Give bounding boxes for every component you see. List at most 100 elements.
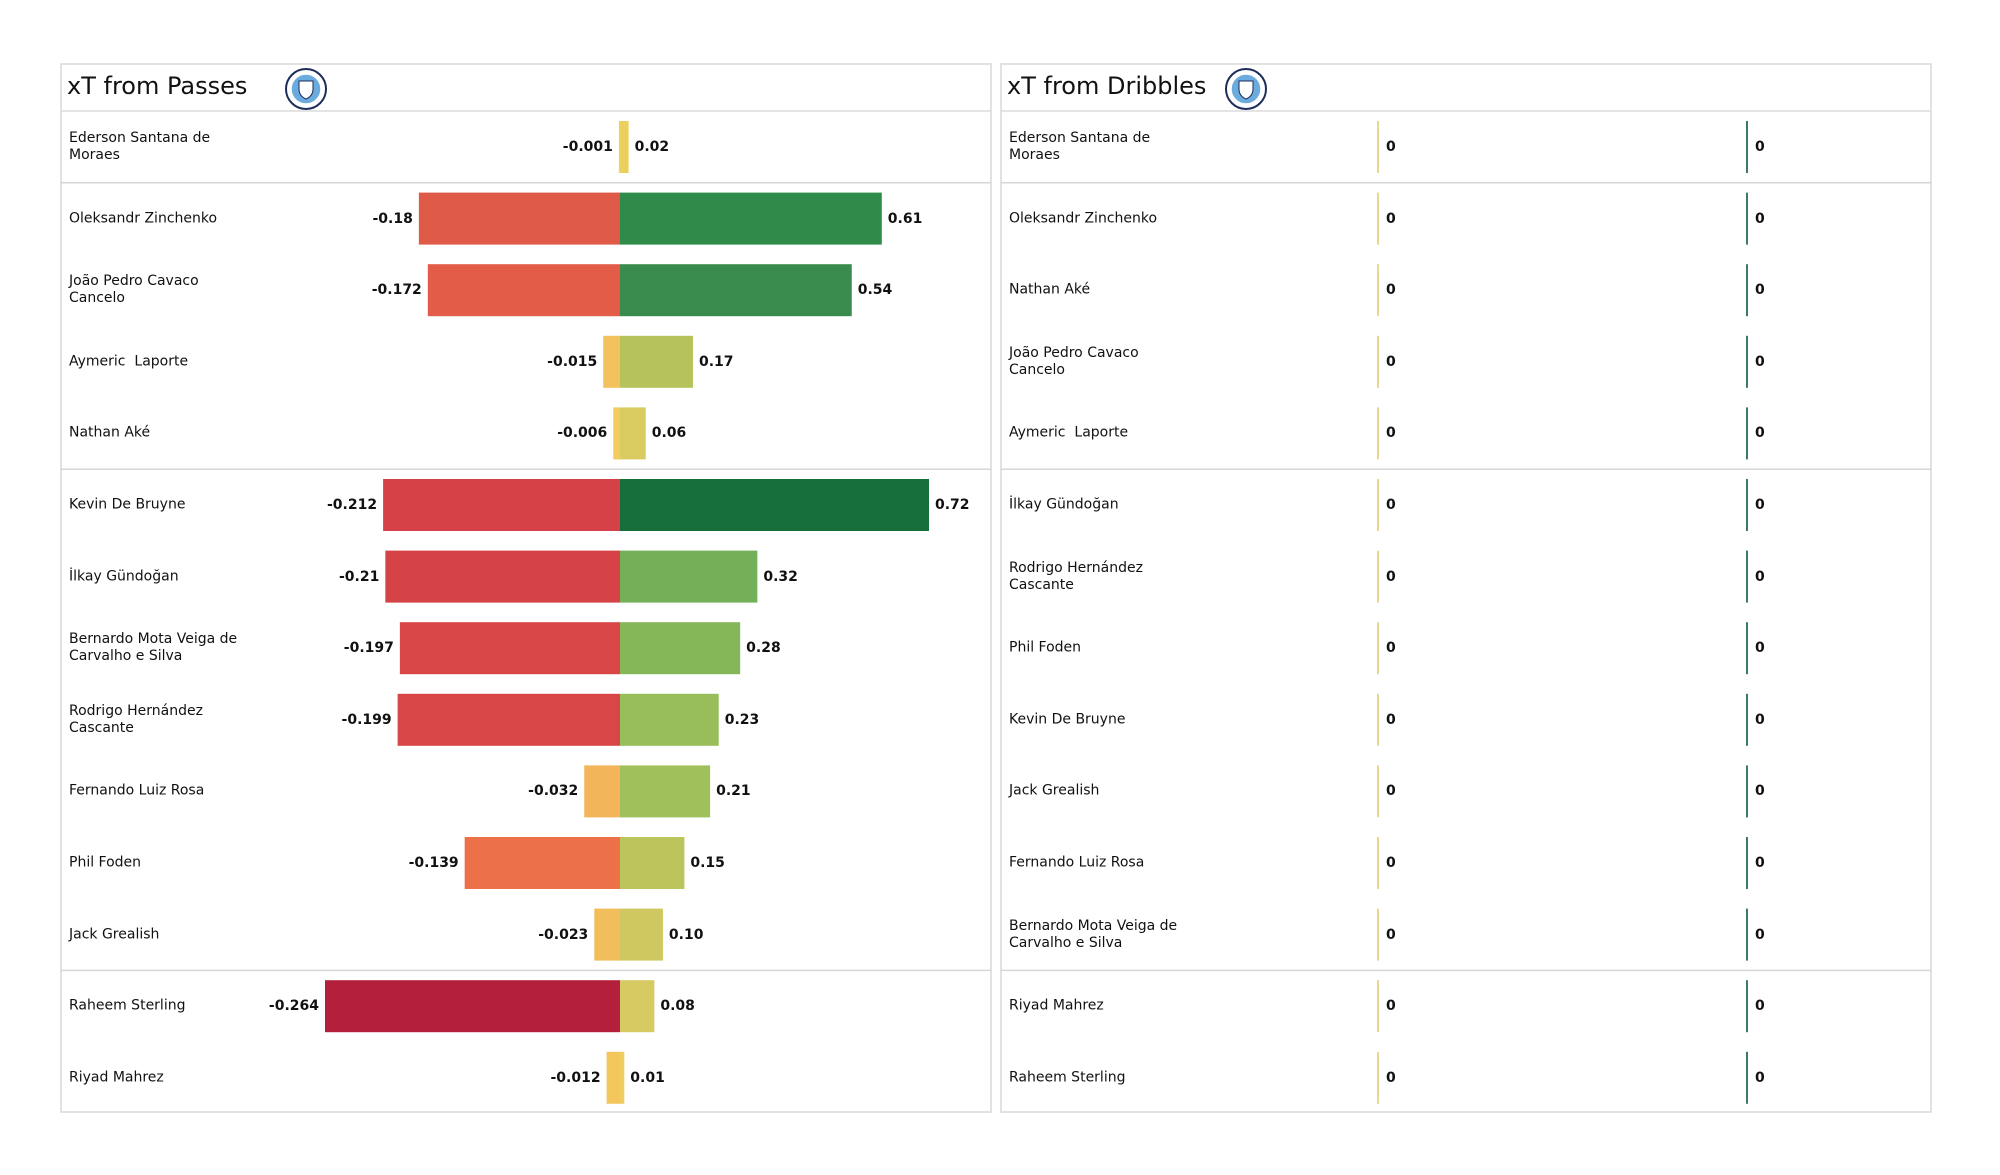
value-label: 0 — [1755, 640, 1765, 657]
value-label: 0.08 — [660, 998, 695, 1015]
player-name: Rodrigo Hernández Cascante — [69, 702, 208, 736]
value-label: 0 — [1386, 425, 1396, 442]
player-name: İlkay Gündoğan — [1009, 496, 1119, 513]
bar-positive — [620, 693, 719, 746]
player-name: Raheem Sterling — [69, 997, 186, 1014]
player-name: Ederson Santana de Moraes — [69, 130, 215, 163]
value-label: -0.012 — [550, 1069, 601, 1086]
value-label: 0 — [1386, 640, 1396, 657]
value-label: 0.32 — [763, 568, 798, 585]
value-label: 0 — [1755, 926, 1765, 943]
value-label: 0 — [1755, 783, 1765, 800]
player-name: Riyad Mahrez — [69, 1069, 164, 1086]
player-name: Aymeric Laporte — [69, 353, 189, 370]
player-name: Nathan Aké — [69, 424, 151, 441]
player-name: Nathan Aké — [1009, 281, 1091, 298]
value-label: 0 — [1755, 282, 1765, 299]
bar-negative — [594, 908, 620, 961]
player-name: İlkay Gündoğan — [69, 568, 179, 585]
value-label: 0 — [1386, 282, 1396, 299]
value-label: 0.01 — [630, 1069, 665, 1086]
value-label: 0 — [1755, 139, 1765, 155]
value-label: -0.032 — [528, 783, 579, 800]
player-name: Fernando Luiz Rosa — [69, 782, 205, 799]
player-name: João Pedro Cavaco Cancelo — [1009, 344, 1144, 378]
bar-positive — [620, 407, 646, 460]
bar-positive — [620, 192, 882, 245]
player-name: Rodrigo Hernández Cascante — [1009, 559, 1148, 593]
value-label: -0.21 — [338, 568, 380, 585]
bar-negative — [399, 622, 620, 675]
value-label: 0 — [1386, 1069, 1396, 1086]
value-label: 0.06 — [651, 425, 687, 442]
club-logo-shield — [298, 80, 314, 100]
bar-positive — [620, 479, 929, 531]
player-name: Phil Foden — [1009, 639, 1082, 656]
player-name: Jack Grealish — [1009, 782, 1100, 799]
value-label: 0.21 — [716, 783, 751, 800]
value-label: 0 — [1755, 1069, 1765, 1086]
bar-positive — [620, 980, 655, 1033]
value-label: 0 — [1386, 353, 1396, 370]
bar-negative — [618, 121, 620, 173]
bar-positive — [620, 837, 685, 889]
value-label: 0 — [1386, 926, 1396, 943]
panel-border — [60, 63, 992, 1113]
value-label: 0.72 — [935, 497, 970, 513]
value-label: 0 — [1755, 425, 1765, 442]
value-label: 0.61 — [887, 210, 923, 227]
panel-title: xT from Dribbles — [1007, 72, 1207, 100]
bar-negative — [418, 192, 620, 245]
value-label: -0.264 — [268, 998, 319, 1015]
value-label: 0 — [1386, 855, 1396, 871]
club-logo-shield — [1238, 80, 1254, 100]
value-label: -0.006 — [557, 425, 608, 442]
bar-positive — [620, 622, 741, 675]
value-label: -0.199 — [341, 711, 392, 728]
value-label: 0 — [1755, 711, 1765, 728]
value-label: 0 — [1386, 497, 1396, 513]
value-label: -0.139 — [408, 855, 459, 871]
value-label: 0.54 — [857, 282, 893, 299]
value-label: -0.212 — [327, 497, 378, 513]
value-label: 0.17 — [698, 353, 734, 370]
bar-positive — [620, 264, 852, 317]
value-label: 0.28 — [746, 640, 781, 657]
player-name: Bernardo Mota Veiga de Carvalho e Silva — [69, 631, 242, 665]
value-label: 0 — [1755, 210, 1765, 227]
value-label: 0.02 — [634, 139, 670, 155]
value-label: 0 — [1386, 139, 1396, 155]
value-label: -0.015 — [547, 353, 598, 370]
value-label: 0 — [1755, 855, 1765, 871]
player-name: Phil Foden — [69, 854, 142, 871]
bar-positive — [620, 335, 693, 388]
value-label: 0 — [1386, 711, 1396, 728]
bar-negative — [397, 693, 620, 746]
value-label: -0.001 — [562, 139, 613, 155]
value-label: 0 — [1386, 998, 1396, 1015]
player-name: Jack Grealish — [69, 926, 160, 943]
bar-negative — [613, 407, 620, 460]
bar-negative — [606, 1051, 620, 1104]
panel-border — [1000, 63, 1932, 1113]
bar-negative — [584, 765, 620, 818]
value-label: 0.15 — [690, 855, 725, 871]
player-name: Kevin De Bruyne — [69, 496, 186, 513]
value-label: 0 — [1755, 497, 1765, 513]
panel-title: xT from Passes — [67, 72, 248, 100]
bar-negative — [385, 550, 620, 603]
bar-negative — [464, 837, 620, 889]
value-label: -0.172 — [371, 282, 422, 299]
player-name: Bernardo Mota Veiga de Carvalho e Silva — [1009, 917, 1182, 951]
value-label: 0.10 — [668, 926, 704, 943]
player-name: Raheem Sterling — [1009, 1069, 1126, 1086]
value-label: 0 — [1386, 568, 1396, 585]
bar-negative — [427, 264, 620, 317]
value-label: 0.23 — [724, 711, 760, 728]
value-label: 0 — [1386, 783, 1396, 800]
bar-negative — [383, 479, 620, 531]
player-name: Aymeric Laporte — [1009, 424, 1129, 441]
player-name: Fernando Luiz Rosa — [1009, 854, 1145, 871]
